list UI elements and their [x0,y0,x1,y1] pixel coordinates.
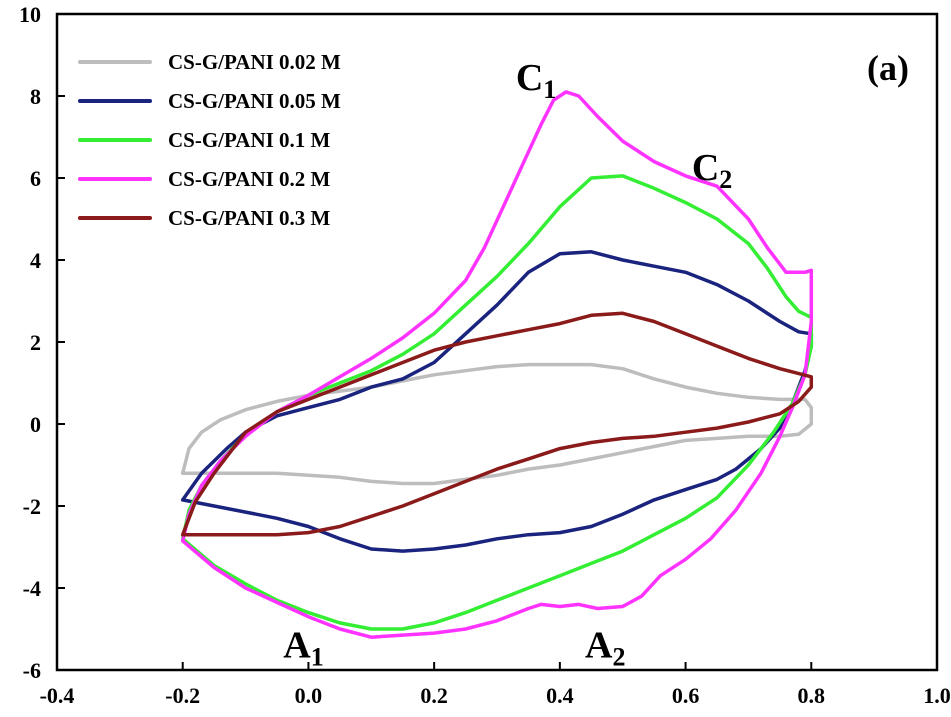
legend-label-3: CS-G/PANI 0.1 M [168,128,331,152]
x-tick-label: -0.4 [40,683,75,708]
y-tick-label: -6 [23,658,41,683]
x-tick-label: 0.0 [295,683,323,708]
legend-label-2: CS-G/PANI 0.05 M [168,89,341,113]
x-tick-label: -0.2 [165,683,200,708]
series-line-3 [180,174,814,631]
peak-label-a2: A2 [585,625,625,672]
ticks-layer: -0.4 -0.2 0.0 0.2 0.4 0.6 0.8 1.0 10 8 6 4 2 0 -2 -4 -6 [19,2,951,708]
panel-label: (a) [867,48,909,88]
y-tick-label: 0 [30,412,41,437]
series-line-5 [180,311,814,537]
y-tick-label: -2 [23,494,41,519]
series-line-1 [180,362,814,486]
y-tick-label: 6 [30,166,41,191]
y-tick-label: 10 [19,2,41,27]
legend-label-4: CS-G/PANI 0.2 M [168,167,331,191]
y-tick-label: 8 [30,84,41,109]
peak-label-c2: C2 [692,147,732,194]
series-line-4 [180,90,814,639]
peak-label-a1: A1 [283,625,323,672]
series-layer [180,90,814,639]
x-tick-label: 0.6 [672,683,700,708]
peak-label-c1: C1 [516,57,556,104]
x-tick-label: 0.8 [798,683,826,708]
legend-label-1: CS-G/PANI 0.02 M [168,50,341,74]
x-tick-label: 0.2 [420,683,448,708]
y-tick-label: 2 [30,330,41,355]
legend-label-5: CS-G/PANI 0.3 M [168,206,331,230]
x-tick-label: 1.0 [923,683,951,708]
legend: CS-G/PANI 0.02 M CS-G/PANI 0.05 M CS-G/PAN… [78,50,341,230]
annotations-layer: C1 C2 A1 A2 [283,57,732,672]
y-tick-label: -4 [23,576,41,601]
x-tick-label: 0.4 [546,683,574,708]
y-tick-label: 4 [30,248,41,273]
